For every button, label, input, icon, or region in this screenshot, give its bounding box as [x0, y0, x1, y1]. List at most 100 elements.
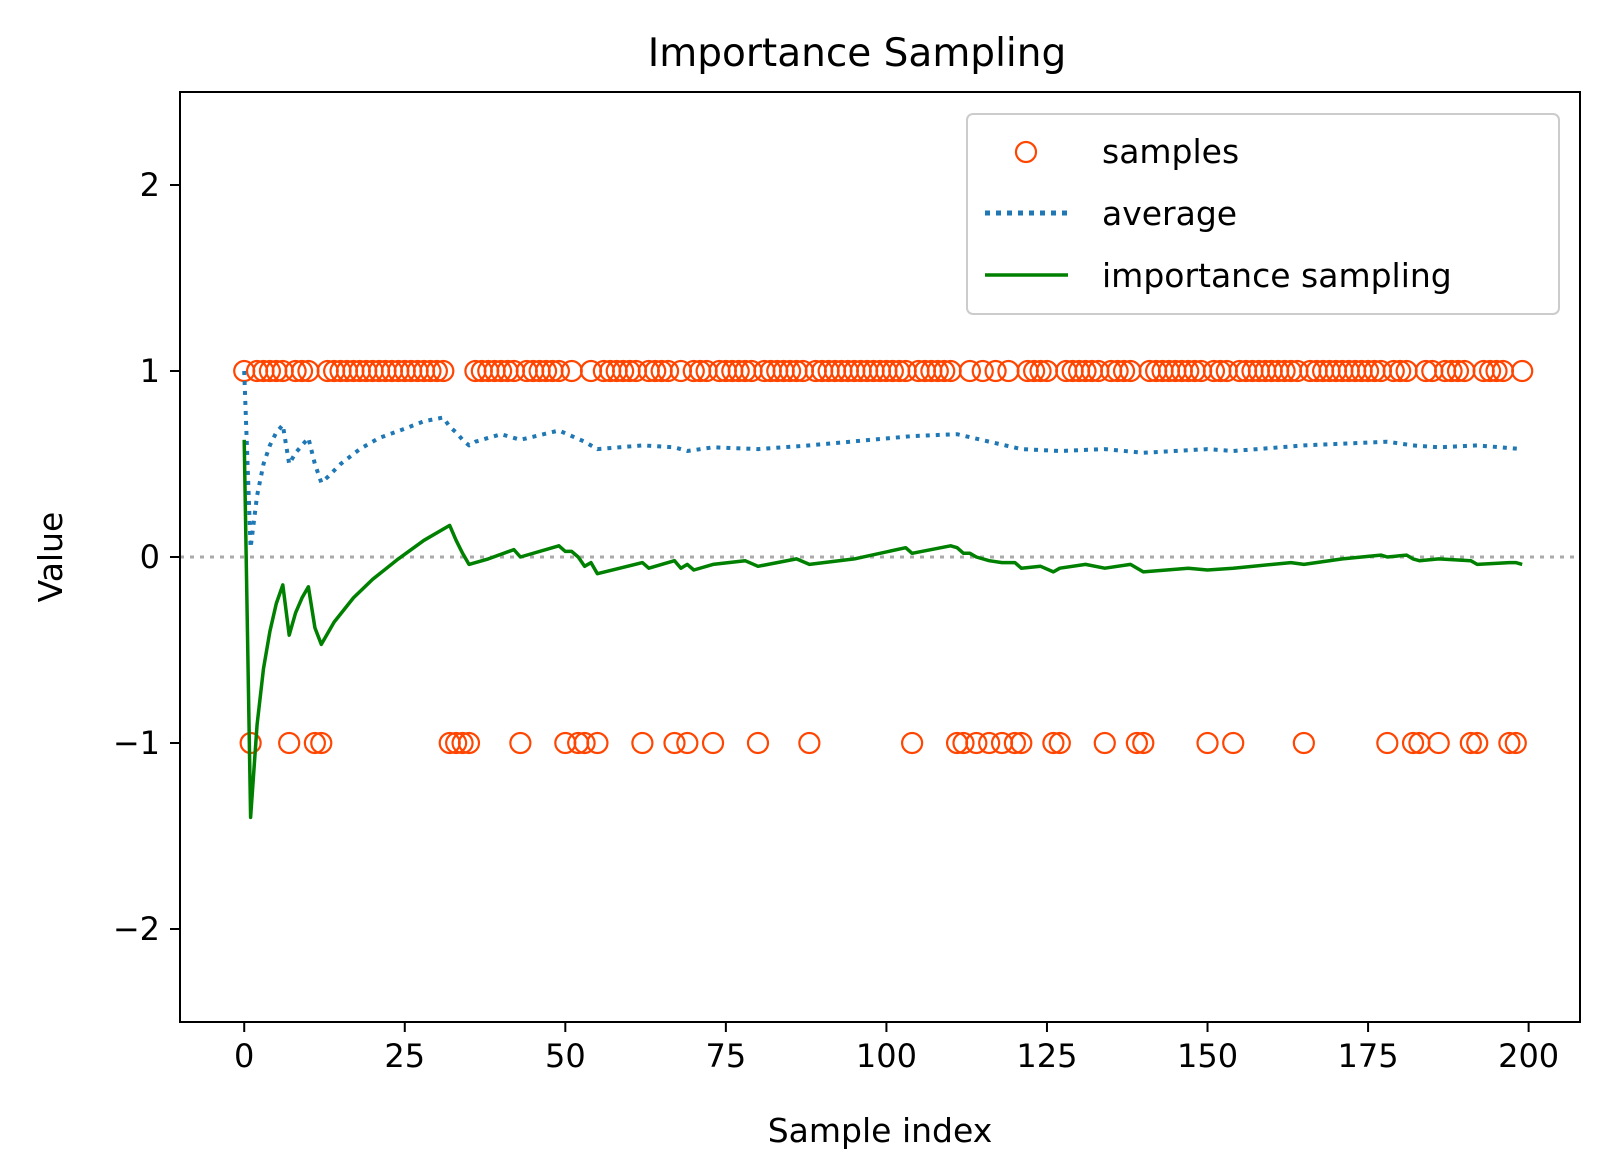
sample-point: [798, 731, 821, 755]
sample-point: [290, 359, 314, 383]
sample-point: [1029, 359, 1052, 383]
sample-point: [971, 359, 994, 383]
sample-point: [926, 359, 949, 383]
sample-point: [881, 359, 904, 383]
sample-point: [1003, 731, 1026, 755]
sample-point: [1112, 359, 1136, 383]
sample-point: [778, 359, 802, 383]
sample-point: [631, 731, 654, 755]
sample-point: [1273, 359, 1296, 383]
sample-point: [1511, 359, 1534, 383]
sample-point: [1356, 359, 1380, 383]
sample-point: [278, 731, 301, 755]
sample-point: [612, 359, 635, 383]
sample-point: [1389, 359, 1412, 383]
series-average-line: [242, 370, 1523, 550]
sample-point: [952, 731, 975, 755]
sample-point: [586, 731, 609, 755]
sample-point: [984, 359, 1007, 383]
sample-point: [676, 731, 699, 755]
sample-point: [1485, 359, 1508, 383]
y-axis-ticks: 2 1 0 −1 −2: [113, 166, 180, 948]
sample-point: [1023, 359, 1046, 383]
sample-point: [1440, 359, 1463, 383]
sample-point: [490, 359, 513, 383]
sample-point: [1498, 731, 1521, 755]
sample-point: [1042, 731, 1065, 755]
sample-point: [746, 731, 770, 755]
sample-point: [1048, 731, 1071, 755]
sample-point: [1478, 359, 1502, 383]
x-tick-label: 200: [1498, 1037, 1559, 1075]
sample-point: [432, 359, 455, 383]
x-tick-label: 175: [1338, 1037, 1399, 1075]
sample-point: [1132, 731, 1155, 755]
sample-point: [284, 359, 307, 383]
legend: samples average importance sampling: [966, 113, 1560, 315]
x-tick-label: 100: [856, 1037, 917, 1075]
sample-point: [682, 359, 705, 383]
sample-point: [1504, 731, 1527, 755]
x-tick-label: 75: [706, 1037, 747, 1075]
x-tick-label: 25: [384, 1037, 425, 1075]
sample-point: [1196, 731, 1219, 755]
sample-point: [425, 359, 448, 383]
sample-point: [1401, 731, 1425, 755]
x-tick-label: 0: [234, 1037, 254, 1075]
sample-point: [933, 359, 956, 383]
series-importance-sampling-line: [242, 439, 1523, 820]
x-axis-label: Sample index: [768, 1111, 993, 1150]
sample-point: [445, 731, 468, 755]
sample-point: [727, 359, 750, 383]
y-tick-label: −1: [113, 724, 160, 762]
legend-label-average: average: [1102, 194, 1237, 233]
chart-title: Importance Sampling: [648, 31, 1066, 76]
sample-point: [1202, 359, 1226, 383]
y-tick-label: 1: [140, 352, 160, 390]
y-tick-label: 2: [140, 166, 160, 204]
sample-point: [1466, 731, 1489, 755]
sample-point: [965, 731, 988, 755]
sample-point: [1222, 731, 1245, 755]
sample-point: [644, 359, 667, 383]
y-tick-label: 0: [140, 538, 160, 576]
sample-point: [663, 731, 686, 755]
y-axis-label: Value: [31, 512, 70, 603]
legend-marker-samples: [1014, 140, 1038, 164]
sample-point: [1459, 731, 1482, 755]
y-tick-label: −2: [113, 910, 160, 948]
sample-point: [1446, 359, 1470, 383]
sample-point: [1010, 731, 1033, 755]
sample-point: [303, 731, 326, 755]
sample-point: [958, 359, 982, 383]
x-tick-label: 50: [545, 1037, 586, 1075]
sample-point: [1074, 359, 1097, 383]
sample-point: [419, 359, 442, 383]
sample-point: [547, 359, 570, 383]
legend-frame: [966, 113, 1560, 315]
legend-label-samples: samples: [1102, 132, 1239, 171]
sample-point: [701, 731, 725, 755]
sample-point: [310, 731, 333, 755]
x-tick-label: 150: [1177, 1037, 1238, 1075]
sample-point: [258, 359, 282, 383]
series-layer: [233, 359, 1534, 820]
sample-point: [1382, 359, 1405, 383]
series-samples: [233, 359, 1534, 755]
sample-point: [1292, 731, 1315, 755]
sample-point: [1376, 731, 1399, 755]
sample-point: [573, 731, 596, 755]
sample-point: [451, 731, 474, 755]
legend-label-importance-sampling: importance sampling: [1102, 256, 1452, 295]
sample-point: [1093, 731, 1116, 755]
sample-point: [978, 731, 1001, 755]
sample-point: [457, 731, 481, 755]
sample-point: [509, 731, 532, 755]
sample-point: [901, 731, 924, 755]
sample-point: [1427, 731, 1450, 755]
sample-point: [534, 359, 558, 383]
sample-point: [1106, 359, 1129, 383]
sample-point: [1125, 731, 1148, 755]
sample-point: [1177, 359, 1200, 383]
